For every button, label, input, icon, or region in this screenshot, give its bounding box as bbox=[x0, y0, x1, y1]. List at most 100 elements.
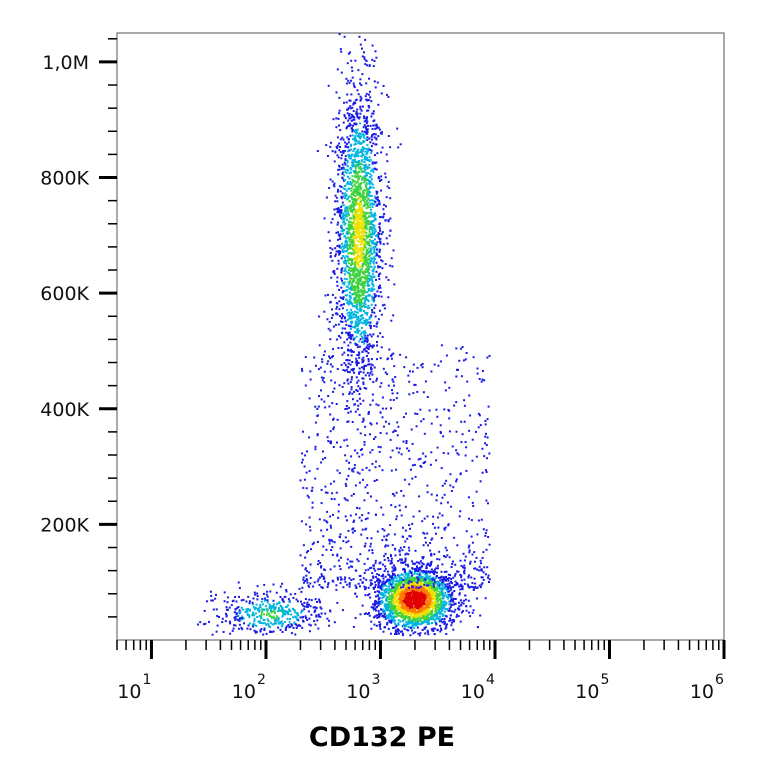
event-dot bbox=[399, 590, 401, 593]
event-dot bbox=[392, 618, 395, 621]
event-dot bbox=[375, 243, 378, 246]
event-dot bbox=[329, 300, 332, 303]
event-dot bbox=[360, 335, 363, 338]
event-dot bbox=[375, 294, 378, 297]
event-dot bbox=[355, 236, 358, 239]
event-dot bbox=[370, 287, 373, 290]
event-dot bbox=[411, 560, 414, 563]
event-dot bbox=[361, 453, 364, 456]
event-dot bbox=[420, 604, 423, 607]
event-dot bbox=[357, 175, 360, 178]
event-dot bbox=[379, 272, 382, 275]
event-dot bbox=[370, 212, 373, 215]
event-dot bbox=[367, 194, 370, 197]
event-dot bbox=[349, 279, 352, 282]
event-dot bbox=[283, 596, 286, 598]
event-dot bbox=[355, 161, 358, 164]
event-dot bbox=[343, 341, 346, 344]
event-dot bbox=[350, 93, 353, 96]
event-dot bbox=[355, 181, 358, 184]
event-dot bbox=[434, 612, 437, 615]
event-dot bbox=[238, 619, 241, 622]
event-dot bbox=[379, 613, 382, 616]
event-dot bbox=[407, 616, 410, 619]
event-dot bbox=[368, 234, 371, 237]
event-dot bbox=[403, 590, 406, 593]
event-dot bbox=[352, 228, 355, 231]
event-dot bbox=[436, 615, 439, 618]
event-dot bbox=[463, 564, 466, 567]
event-dot bbox=[355, 251, 358, 254]
event-dot bbox=[377, 236, 380, 239]
event-dot bbox=[418, 601, 421, 604]
event-dot bbox=[373, 248, 376, 251]
event-dot bbox=[337, 238, 339, 241]
event-dot bbox=[379, 332, 382, 335]
event-dot bbox=[368, 191, 371, 194]
event-dot bbox=[375, 325, 378, 328]
event-dot bbox=[284, 629, 287, 631]
event-dot bbox=[346, 233, 349, 236]
event-dot bbox=[384, 599, 387, 601]
event-dot bbox=[371, 345, 374, 348]
event-dot bbox=[358, 35, 361, 38]
event-dot bbox=[342, 296, 345, 299]
event-dot bbox=[367, 148, 370, 151]
event-dot bbox=[328, 619, 330, 622]
event-dot bbox=[393, 593, 396, 596]
event-dot bbox=[421, 629, 424, 631]
event-dot bbox=[366, 277, 369, 280]
event-dot bbox=[392, 578, 395, 581]
event-dot bbox=[404, 596, 407, 599]
event-dot bbox=[342, 298, 345, 300]
event-dot bbox=[363, 585, 366, 588]
event-dot bbox=[338, 149, 341, 152]
event-dot bbox=[376, 321, 379, 324]
event-dot bbox=[331, 308, 333, 311]
event-dot bbox=[352, 237, 355, 240]
event-dot bbox=[423, 598, 426, 601]
event-dot bbox=[414, 592, 417, 595]
event-dot bbox=[374, 127, 377, 130]
event-dot bbox=[389, 229, 392, 232]
event-dot bbox=[424, 605, 427, 608]
event-dot bbox=[363, 291, 366, 294]
event-dot bbox=[369, 96, 372, 99]
event-dot bbox=[361, 146, 364, 149]
event-dot bbox=[336, 267, 339, 270]
event-dot bbox=[410, 604, 412, 607]
event-dot bbox=[444, 583, 447, 586]
event-dot bbox=[414, 622, 417, 625]
event-dot bbox=[410, 601, 413, 604]
event-dot bbox=[352, 326, 355, 329]
event-dot bbox=[294, 633, 297, 636]
event-dot bbox=[433, 627, 436, 630]
event-dot bbox=[340, 154, 343, 157]
event-dot bbox=[424, 626, 427, 629]
event-dot bbox=[253, 614, 255, 617]
event-dot bbox=[450, 598, 453, 601]
event-dot bbox=[284, 627, 287, 630]
event-dot bbox=[367, 321, 370, 324]
event-dot bbox=[382, 243, 385, 246]
event-dot bbox=[354, 268, 356, 271]
event-dot bbox=[375, 600, 378, 603]
event-dot bbox=[354, 293, 357, 296]
event-dot bbox=[247, 608, 249, 611]
event-dot bbox=[390, 618, 393, 621]
event-dot bbox=[339, 151, 342, 154]
event-dot bbox=[370, 579, 373, 582]
event-dot bbox=[346, 169, 349, 171]
event-dot bbox=[336, 276, 339, 279]
event-dot bbox=[388, 592, 390, 595]
event-dot bbox=[448, 620, 451, 622]
event-dot bbox=[352, 241, 355, 244]
event-dot bbox=[436, 613, 439, 616]
event-dot bbox=[367, 243, 370, 245]
event-dot bbox=[331, 248, 334, 251]
event-dot bbox=[362, 233, 365, 235]
event-dot bbox=[438, 582, 441, 585]
event-dot bbox=[414, 631, 417, 634]
event-dot bbox=[366, 282, 369, 285]
event-dot bbox=[386, 242, 389, 245]
